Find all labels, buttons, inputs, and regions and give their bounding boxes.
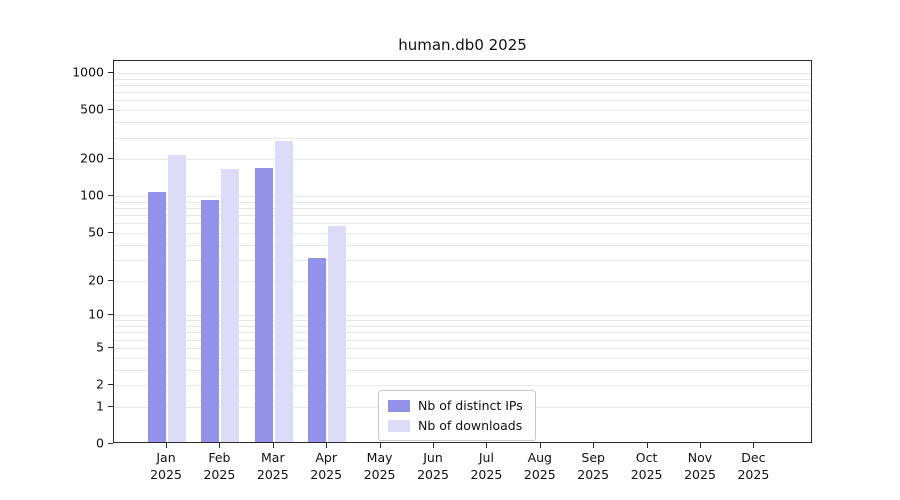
- bar-downloads-jan: [168, 154, 186, 442]
- gridline: [114, 122, 811, 124]
- y-tick-mark: [108, 279, 113, 281]
- x-tick-mark: [433, 443, 434, 448]
- gridline: [114, 201, 811, 203]
- y-tick-label: 2: [96, 376, 104, 392]
- bar-downloads-feb: [221, 169, 240, 442]
- legend-swatch-downloads: [388, 419, 410, 432]
- y-tick-label: 50: [88, 224, 104, 240]
- x-tick-label: Feb 2025: [203, 450, 236, 482]
- x-tick-label: May 2025: [363, 450, 396, 482]
- x-tick-label: Apr 2025: [310, 450, 343, 482]
- x-tick-label: Aug 2025: [523, 450, 556, 482]
- x-tick-mark: [593, 443, 595, 448]
- x-tick-mark: [219, 443, 221, 448]
- gridline: [114, 85, 811, 86]
- x-tick-mark: [646, 443, 648, 448]
- gridline: [114, 232, 811, 234]
- x-tick-mark: [700, 443, 701, 448]
- gridline: [114, 73, 811, 74]
- y-tick-label: 5: [96, 339, 104, 355]
- y-tick-mark: [108, 195, 113, 197]
- x-tick-label: Jun 2025: [417, 450, 449, 482]
- gridline: [114, 110, 811, 112]
- gridline: [114, 244, 811, 246]
- x-tick-label: Jul 2025: [470, 450, 503, 482]
- x-tick-label: Mar 2025: [256, 450, 289, 482]
- y-tick-mark: [108, 405, 113, 407]
- bar-downloads-mar: [274, 141, 293, 442]
- bar-distinct-ips-mar: [254, 167, 273, 442]
- gridline: [114, 196, 811, 198]
- gridline: [114, 223, 811, 225]
- y-tick-mark: [108, 231, 113, 233]
- x-tick-label: Dec 2025: [737, 450, 770, 482]
- gridline: [114, 137, 811, 139]
- x-tick-label: Sep 2025: [577, 450, 610, 482]
- gridline: [114, 332, 811, 334]
- x-tick-mark: [753, 443, 755, 448]
- gridline: [114, 159, 811, 161]
- y-tick-mark: [108, 72, 113, 73]
- legend-label-downloads: Nb of downloads: [418, 418, 523, 433]
- y-tick-label: 200: [80, 150, 104, 166]
- legend-swatch-distinct-ips: [388, 399, 410, 412]
- y-tick-mark: [108, 384, 113, 385]
- x-tick-mark: [539, 443, 541, 448]
- y-tick-mark: [108, 109, 113, 111]
- gridline: [114, 280, 811, 282]
- bar-distinct-ips-feb: [201, 199, 220, 442]
- gridline: [114, 369, 811, 371]
- y-tick-label: 100: [80, 187, 104, 203]
- plot-area: [113, 60, 812, 443]
- y-tick-label: 0: [96, 435, 104, 451]
- y-tick-mark: [108, 158, 113, 160]
- gridline: [114, 326, 811, 327]
- gridline: [114, 357, 811, 359]
- bar-distinct-ips-jan: [148, 191, 166, 442]
- y-tick-label: 20: [88, 272, 104, 287]
- chart-title: human.db0 2025: [398, 36, 527, 54]
- legend-entry-distinct-ips: Nb of distinct IPs: [388, 398, 523, 413]
- x-tick-mark: [272, 443, 274, 448]
- y-tick-label: 10: [88, 306, 104, 322]
- gridline: [114, 259, 811, 261]
- x-tick-mark: [326, 443, 328, 448]
- x-tick-mark: [486, 443, 488, 448]
- x-tick-mark: [166, 443, 167, 448]
- gridline: [114, 208, 811, 209]
- y-tick-label: 1000: [72, 64, 104, 80]
- gridline: [114, 339, 811, 341]
- gridline: [114, 320, 811, 322]
- bar-distinct-ips-apr: [308, 257, 327, 442]
- gridline: [114, 215, 811, 217]
- y-tick-label: 1: [96, 398, 104, 414]
- gridline: [114, 315, 811, 317]
- x-tick-label: Nov 2025: [684, 450, 716, 482]
- legend: Nb of distinct IPs Nb of downloads: [378, 390, 536, 441]
- gridline: [114, 78, 811, 80]
- gridline: [114, 347, 811, 349]
- legend-entry-downloads: Nb of downloads: [388, 418, 523, 433]
- y-tick-label: 500: [80, 101, 104, 117]
- y-tick-mark: [108, 443, 113, 444]
- x-tick-label: Jan 2025: [150, 450, 182, 482]
- legend-label-distinct-ips: Nb of distinct IPs: [418, 398, 523, 413]
- gridline: [114, 385, 811, 386]
- x-tick-mark: [379, 443, 381, 448]
- gridline: [114, 92, 811, 94]
- bar-downloads-apr: [328, 225, 347, 442]
- gridline: [114, 100, 811, 102]
- y-tick-mark: [108, 346, 113, 348]
- x-tick-label: Oct 2025: [630, 450, 663, 482]
- y-tick-mark: [108, 314, 113, 316]
